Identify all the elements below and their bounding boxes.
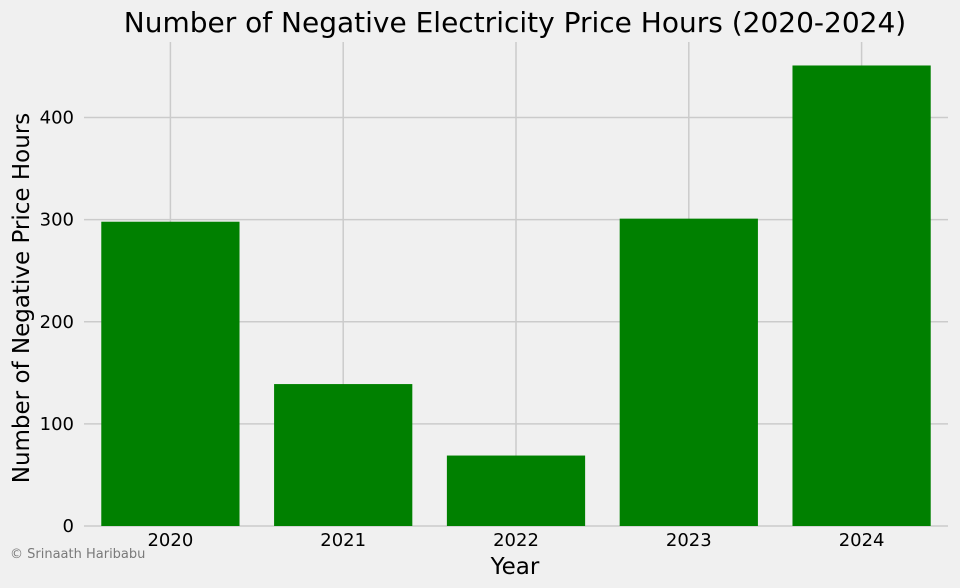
bar-2021 xyxy=(274,384,413,526)
bar-2020 xyxy=(101,221,240,526)
x-tick-label: 2022 xyxy=(493,530,539,551)
x-tick-labels: 2020 2021 2022 2023 2024 xyxy=(147,530,884,551)
x-tick-label: 2024 xyxy=(839,530,885,551)
y-tick-label: 400 xyxy=(40,108,74,129)
y-tick-label: 200 xyxy=(40,312,74,333)
bar-2022 xyxy=(446,455,586,526)
y-tick-labels: 0 100 200 300 400 xyxy=(40,108,74,537)
x-tick-label: 2021 xyxy=(320,530,366,551)
bar-2024 xyxy=(792,65,931,526)
x-axis-label: Year xyxy=(490,554,540,580)
x-tick-label: 2023 xyxy=(666,530,712,551)
bars xyxy=(101,65,931,527)
y-tick-label: 0 xyxy=(63,516,74,537)
y-tick-label: 100 xyxy=(40,414,74,435)
copyright-credit: © Srinaath Haribabu xyxy=(10,547,145,562)
y-axis-label: Number of Negative Price Hours xyxy=(9,113,35,484)
chart-title: Number of Negative Electricity Price Hou… xyxy=(124,6,906,39)
y-tick-label: 300 xyxy=(40,210,74,231)
x-tick-label: 2020 xyxy=(147,530,193,551)
bar-2023 xyxy=(619,218,758,527)
